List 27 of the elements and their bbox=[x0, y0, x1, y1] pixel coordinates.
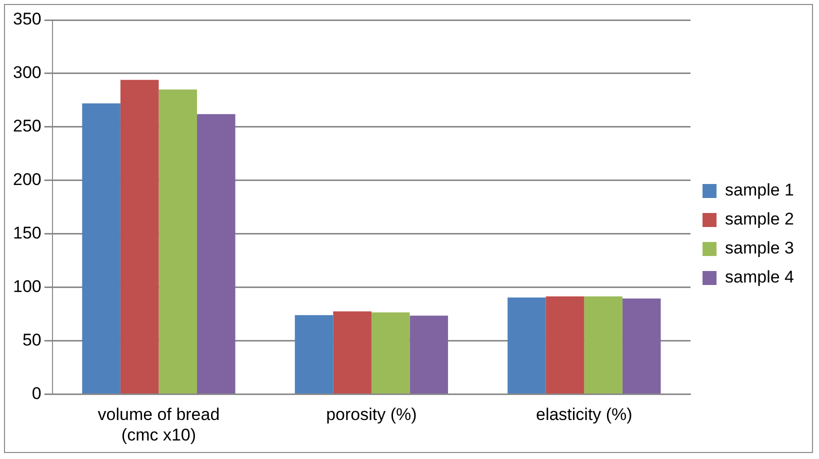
y-tick-label: 250 bbox=[12, 116, 42, 136]
legend-label: sample 4 bbox=[725, 268, 794, 287]
y-tick-label: 100 bbox=[12, 276, 42, 296]
legend-label: sample 1 bbox=[725, 180, 794, 200]
bar bbox=[546, 296, 584, 394]
y-tick-label: 350 bbox=[12, 10, 42, 29]
bar bbox=[197, 114, 236, 394]
bar bbox=[508, 297, 546, 394]
bar bbox=[584, 296, 622, 394]
bar bbox=[371, 312, 410, 394]
legend-label: sample 2 bbox=[725, 210, 794, 229]
bar bbox=[333, 311, 372, 394]
x-tick-label: volume of bread (cmc x10) bbox=[98, 405, 220, 444]
y-tick-label: 0 bbox=[32, 384, 42, 403]
bar bbox=[410, 316, 448, 394]
bar bbox=[120, 80, 159, 394]
bar bbox=[622, 298, 661, 394]
x-tick-label: elasticity (%) bbox=[536, 405, 632, 424]
y-tick-label: 150 bbox=[12, 224, 42, 243]
x-tick-label: porosity (%) bbox=[326, 405, 417, 424]
y-tick-label: 50 bbox=[22, 330, 42, 350]
bar bbox=[82, 103, 120, 394]
legend-label: sample 3 bbox=[725, 238, 794, 258]
bar bbox=[158, 89, 198, 394]
y-tick-label: 300 bbox=[12, 63, 42, 82]
bar bbox=[294, 315, 334, 394]
y-tick-label: 200 bbox=[12, 170, 42, 190]
